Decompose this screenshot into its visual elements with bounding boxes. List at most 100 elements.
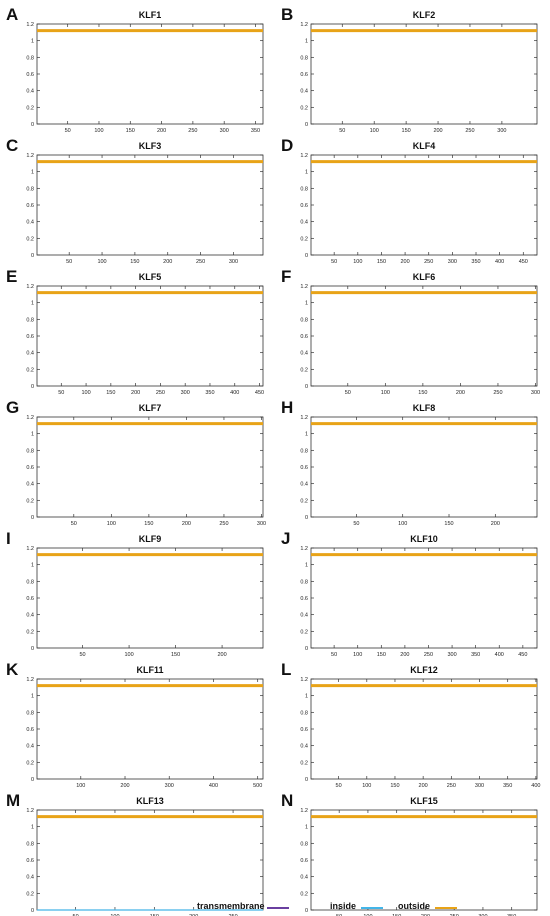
y-tick-label: 0.4 — [300, 89, 308, 95]
x-tick-label: 250 — [188, 128, 197, 134]
x-tick-label: 250 — [219, 521, 228, 527]
y-tick-label: 1 — [305, 563, 308, 569]
chart-title-klf8: KLF8 — [413, 403, 436, 413]
y-tick-label: 0.2 — [300, 760, 308, 766]
y-tick-label: 0.4 — [300, 744, 308, 750]
y-tick-label: 0.2 — [26, 498, 34, 504]
y-tick-label: 1.2 — [26, 415, 34, 421]
x-tick-label: 100 — [81, 390, 90, 396]
y-tick-label: 0.2 — [26, 760, 34, 766]
y-tick-label: 0.6 — [26, 596, 34, 602]
panel-klf13: M KLF13 0 0.2 0.4 0.6 0.8 1 1.2 50 100 150 200 250 — [6, 791, 264, 916]
x-tick-label: 100 — [353, 652, 362, 658]
x-tick-label: 350 — [471, 259, 480, 265]
y-tick-label: 0.2 — [300, 367, 308, 373]
panel-letter-F: F — [281, 267, 291, 286]
chart-title-klf12: KLF12 — [410, 665, 438, 675]
y-tick-label: 1 — [31, 39, 34, 45]
y-tick-label: 0.8 — [26, 186, 34, 192]
y-tick-label: 0.8 — [300, 841, 308, 847]
x-tick-label: 250 — [156, 390, 165, 396]
y-tick-label: 1 — [305, 825, 308, 831]
x-tick-label: 150 — [402, 128, 411, 134]
x-tick-label: 300 — [181, 390, 190, 396]
y-tick-label: 0.2 — [300, 891, 308, 897]
y-tick-label: 0 — [305, 777, 308, 783]
x-tick-label: 50 — [336, 914, 342, 916]
y-tick-label: 0.8 — [26, 448, 34, 454]
plot-frame-klf15 — [310, 809, 538, 911]
x-tick-label: 250 — [493, 390, 502, 396]
y-tick-label: 0.8 — [26, 710, 34, 716]
x-tick-label: 300 — [257, 521, 266, 527]
plot-frame-klf8 — [310, 416, 538, 518]
chart-title-klf10: KLF10 — [410, 534, 438, 544]
x-tick-label: 250 — [196, 259, 205, 265]
y-tick-label: 0.8 — [26, 317, 34, 323]
x-tick-label: 200 — [182, 521, 191, 527]
y-tick-label: 0.4 — [300, 875, 308, 881]
x-tick-label: 100 — [381, 390, 390, 396]
x-tick-label: 200 — [433, 128, 442, 134]
panel-klf4: D KLF4 0 0.2 0.4 0.6 0.8 1 1.2 50 100 150 200 250 300 3… — [281, 136, 538, 265]
legend-swatch-transmembrane — [267, 907, 289, 909]
y-tick-label: 1.2 — [26, 153, 34, 159]
panel-letter-N: N — [281, 791, 293, 810]
x-tick-label: 100 — [363, 914, 372, 916]
x-tick-label: 200 — [131, 390, 140, 396]
plot-frame-klf5 — [36, 285, 264, 387]
panel-klf11: K KLF11 0 0.2 0.4 0.6 0.8 1 1.2 100 200 300 400 500 — [6, 660, 264, 789]
y-tick-label: 0.8 — [26, 841, 34, 847]
panel-letter-D: D — [281, 136, 293, 155]
y-tick-label: 0.8 — [300, 448, 308, 454]
y-tick-label: 1.2 — [26, 284, 34, 290]
y-tick-label: 0.2 — [26, 367, 34, 373]
y-tick-label: 0 — [31, 908, 34, 914]
x-tick-label: 300 — [229, 259, 238, 265]
y-tick-label: 0.6 — [26, 334, 34, 340]
legend-swatch-outside — [435, 907, 457, 909]
y-tick-label: 0.2 — [26, 236, 34, 242]
y-tick-label: 0.2 — [26, 629, 34, 635]
x-tick-label: 50 — [71, 521, 77, 527]
y-tick-label: 1.2 — [300, 546, 308, 552]
x-tick-label: 50 — [339, 128, 345, 134]
panel-klf3: C KLF3 0 0.2 0.4 0.6 0.8 1 1.2 50 100 150 200 250 300 — [6, 136, 264, 265]
chart-title-klf3: KLF3 — [139, 141, 162, 151]
y-tick-label: 0.8 — [300, 579, 308, 585]
x-tick-label: 200 — [400, 652, 409, 658]
x-tick-label: 150 — [444, 521, 453, 527]
x-tick-label: 300 — [448, 259, 457, 265]
x-tick-label: 50 — [331, 652, 337, 658]
x-tick-label: 350 — [471, 652, 480, 658]
plot-frame-klf12 — [310, 678, 538, 780]
plot-frame-klf1 — [36, 23, 264, 125]
x-tick-label: 200 — [400, 259, 409, 265]
panel-klf7: G KLF7 0 0.2 0.4 0.6 0.8 1 1.2 50 100 150 200 250 300 — [6, 398, 266, 527]
panel-letter-G: G — [6, 398, 19, 417]
y-tick-label: 0.4 — [300, 351, 308, 357]
x-tick-label: 200 — [157, 128, 166, 134]
y-tick-label: 0.8 — [26, 55, 34, 61]
x-tick-label: 150 — [106, 390, 115, 396]
x-tick-label: 250 — [228, 914, 237, 916]
x-tick-label: 350 — [503, 783, 512, 789]
y-tick-label: 1 — [305, 694, 308, 700]
y-tick-label: 0 — [31, 253, 34, 259]
x-tick-label: 300 — [475, 783, 484, 789]
panel-klf2: B KLF2 0 0.2 0.4 0.6 0.8 1 1.2 50 100 150 200 250 300 — [281, 5, 538, 134]
panel-letter-L: L — [281, 660, 291, 679]
x-tick-label: 100 — [124, 652, 133, 658]
x-tick-label: 150 — [144, 521, 153, 527]
y-tick-label: 0.4 — [26, 89, 34, 95]
x-tick-label: 50 — [73, 914, 79, 916]
y-tick-label: 1 — [31, 432, 34, 438]
x-tick-label: 400 — [531, 783, 540, 789]
y-tick-label: 0 — [305, 122, 308, 128]
y-tick-label: 1 — [31, 825, 34, 831]
legend-label-outside: outside — [398, 901, 431, 911]
y-tick-label: 0.2 — [300, 236, 308, 242]
y-tick-label: 0.4 — [300, 482, 308, 488]
x-tick-label: 50 — [66, 259, 72, 265]
